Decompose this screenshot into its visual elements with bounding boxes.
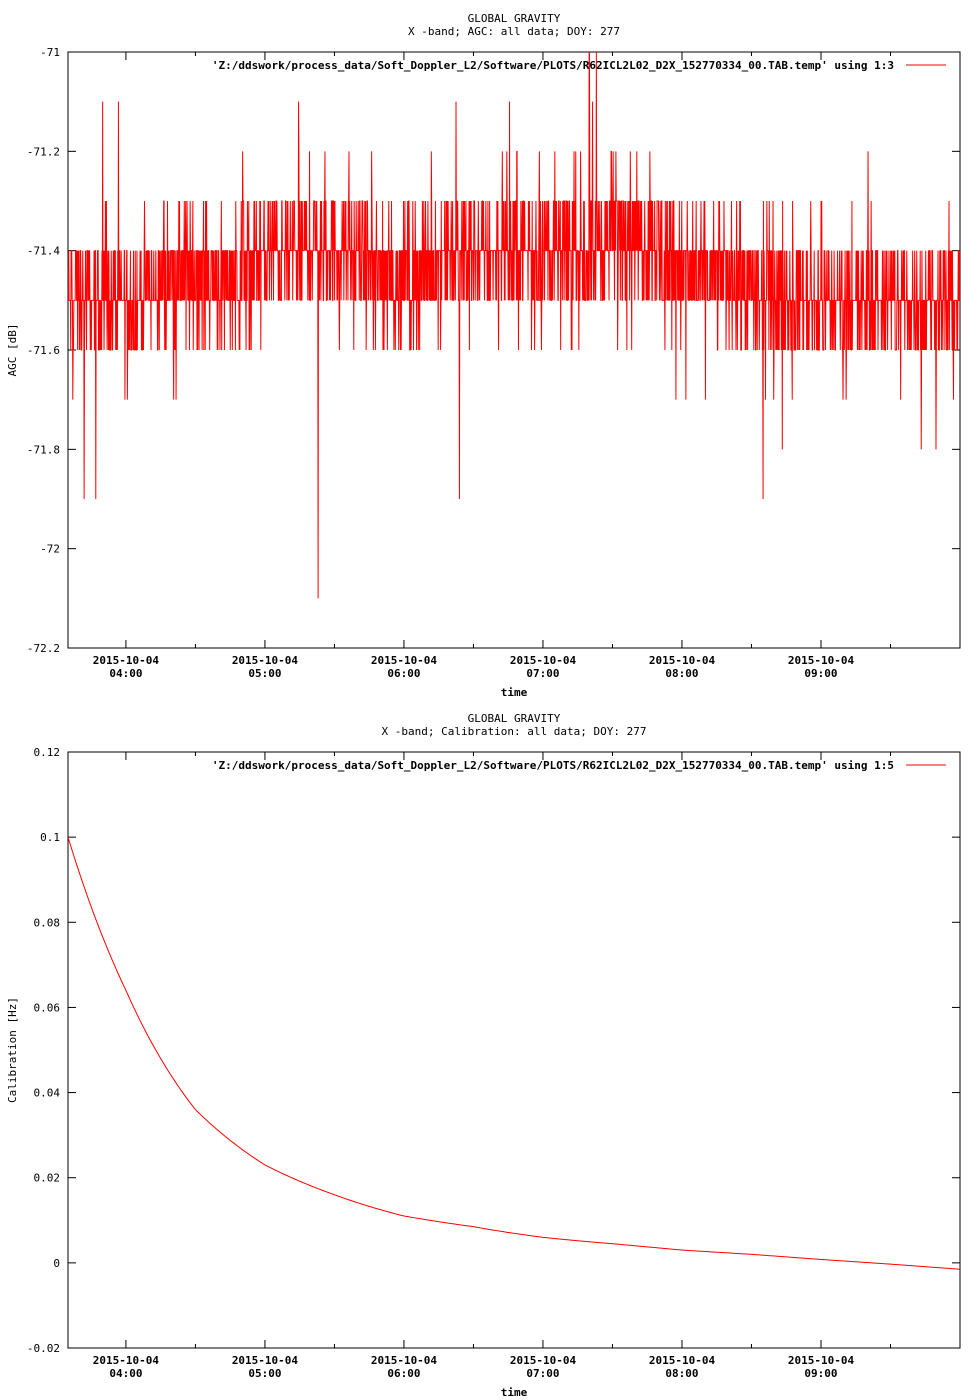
x-tick-label-date: 2015-10-04 bbox=[93, 654, 160, 667]
y-tick-label: -72.2 bbox=[27, 642, 60, 655]
y-axis-label: Calibration [Hz] bbox=[6, 997, 19, 1103]
y-tick-label: -71.4 bbox=[27, 245, 60, 258]
chart-title: GLOBAL GRAVITY bbox=[468, 12, 561, 25]
series-line-agc bbox=[68, 52, 960, 599]
x-tick-label-time: 06:00 bbox=[387, 667, 420, 680]
x-tick-label-time: 07:00 bbox=[526, 667, 559, 680]
x-tick-label-date: 2015-10-04 bbox=[788, 1354, 855, 1367]
x-tick-label-time: 08:00 bbox=[665, 667, 698, 680]
x-tick-label-date: 2015-10-04 bbox=[371, 1354, 438, 1367]
x-tick-label-date: 2015-10-04 bbox=[510, 654, 577, 667]
x-tick-label-date: 2015-10-04 bbox=[510, 1354, 577, 1367]
x-tick-label-time: 07:00 bbox=[526, 1367, 559, 1380]
x-tick-label-time: 05:00 bbox=[248, 667, 281, 680]
y-tick-label: -71 bbox=[40, 46, 60, 59]
x-tick-label-time: 04:00 bbox=[109, 667, 142, 680]
x-tick-label-time: 06:00 bbox=[387, 1367, 420, 1380]
x-tick-label-date: 2015-10-04 bbox=[232, 1354, 299, 1367]
series-line-calibration bbox=[68, 836, 960, 1270]
plot-frame bbox=[67, 751, 961, 1349]
chart-title: GLOBAL GRAVITY bbox=[468, 712, 561, 725]
x-tick-label-time: 04:00 bbox=[109, 1367, 142, 1380]
y-tick-label: 0.1 bbox=[40, 831, 60, 844]
x-tick-label-date: 2015-10-04 bbox=[649, 654, 716, 667]
x-tick-label-date: 2015-10-04 bbox=[649, 1354, 716, 1367]
x-tick-label-date: 2015-10-04 bbox=[93, 1354, 160, 1367]
x-tick-label-time: 05:00 bbox=[248, 1367, 281, 1380]
x-tick-label-date: 2015-10-04 bbox=[788, 654, 855, 667]
y-tick-label: -72 bbox=[40, 543, 60, 556]
x-tick-label-time: 08:00 bbox=[665, 1367, 698, 1380]
x-axis-label: time bbox=[501, 1386, 528, 1399]
x-axis-label: time bbox=[501, 686, 528, 699]
y-tick-label: -0.02 bbox=[27, 1342, 60, 1355]
y-tick-label: 0.06 bbox=[34, 1001, 61, 1014]
y-tick-label: 0.12 bbox=[34, 746, 61, 759]
y-tick-label: 0.02 bbox=[34, 1172, 61, 1185]
y-tick-label: 0.04 bbox=[34, 1087, 61, 1100]
chart-subtitle: X -band; Calibration: all data; DOY: 277 bbox=[382, 725, 647, 738]
x-tick-label-date: 2015-10-04 bbox=[232, 654, 299, 667]
chart-subtitle: X -band; AGC: all data; DOY: 277 bbox=[408, 25, 620, 38]
y-tick-label: 0.08 bbox=[34, 916, 61, 929]
x-tick-label-date: 2015-10-04 bbox=[371, 654, 438, 667]
y-axis-label: AGC [dB] bbox=[6, 324, 19, 377]
y-tick-label: -71.6 bbox=[27, 344, 60, 357]
y-tick-label: -71.8 bbox=[27, 443, 60, 456]
x-tick-label-time: 09:00 bbox=[804, 1367, 837, 1380]
legend-label: 'Z:/ddswork/process_data/Soft_Doppler_L2… bbox=[212, 59, 894, 72]
y-tick-label: -71.2 bbox=[27, 145, 60, 158]
y-tick-label: 0 bbox=[53, 1257, 60, 1270]
x-tick-label-time: 09:00 bbox=[804, 667, 837, 680]
legend-label: 'Z:/ddswork/process_data/Soft_Doppler_L2… bbox=[212, 759, 894, 772]
